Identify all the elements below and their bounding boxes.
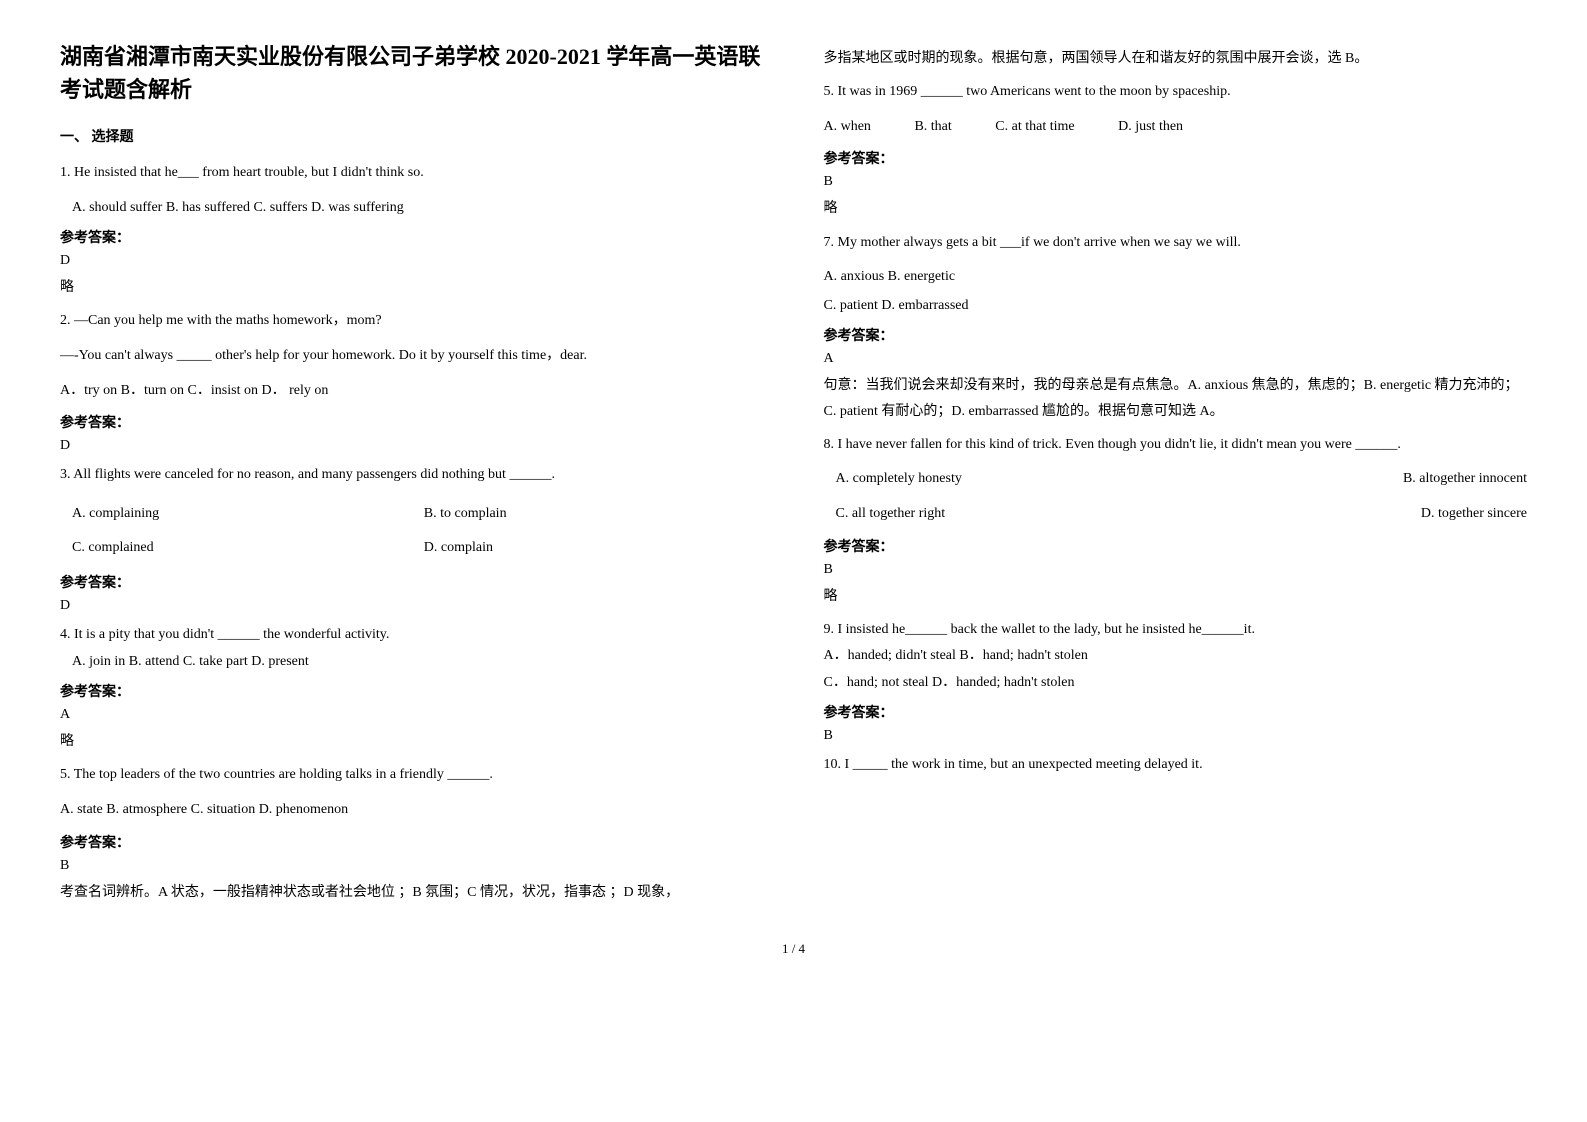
- q7-note: 句意：当我们说会来却没有来时，我的母亲总是有点焦急。A. anxious 焦急的…: [824, 373, 1528, 423]
- q7-answer: A: [824, 351, 1528, 367]
- q4-stem: 4. It is a pity that you didn't ______ t…: [60, 622, 764, 649]
- q9-answer: B: [824, 728, 1528, 744]
- q3-opt-c: C. complained: [72, 535, 412, 562]
- q9-stem: 9. I insisted he______ back the wallet t…: [824, 617, 1528, 644]
- q7-stem: 7. My mother always gets a bit ___if we …: [824, 230, 1528, 257]
- q3-options-row1: A. complaining B. to complain: [60, 497, 764, 532]
- q1-answer-label: 参考答案：: [60, 227, 764, 247]
- page-footer: 1 / 4: [60, 941, 1527, 957]
- q7-options-line1: A. anxious B. energetic: [824, 264, 1528, 291]
- q9-options-line2: C．hand; not steal D．handed; hadn't stole…: [824, 670, 1528, 697]
- q3-stem: 3. All flights were canceled for no reas…: [60, 462, 764, 489]
- q5-stem: 5. The top leaders of the two countries …: [60, 762, 764, 789]
- q5-answer-label: 参考答案：: [60, 832, 764, 852]
- right-column: 多指某地区或时期的现象。根据句意，两国领导人在和谐友好的氛围中展开会谈，选 B。…: [824, 40, 1528, 911]
- q8-stem: 8. I have never fallen for this kind of …: [824, 432, 1528, 459]
- q3-opt-b: B. to complain: [424, 501, 764, 528]
- q2-stem-line1: 2. —Can you help me with the maths homew…: [60, 308, 764, 335]
- exam-title: 湖南省湘潭市南天实业股份有限公司子弟学校 2020-2021 学年高一英语联考试…: [60, 40, 764, 106]
- q8-opt-d: D. together sincere: [1421, 501, 1527, 528]
- q8-note: 略: [824, 584, 1528, 609]
- q2-answer: D: [60, 438, 764, 454]
- q5-options: A. state B. atmosphere C. situation D. p…: [60, 797, 764, 824]
- q6-opt-d: D. just then: [1118, 114, 1183, 141]
- q8-opt-c: C. all together right: [836, 501, 946, 528]
- q5-note-line2: 多指某地区或时期的现象。根据句意，两国领导人在和谐友好的氛围中展开会谈，选 B。: [824, 46, 1528, 71]
- q4-answer-label: 参考答案：: [60, 681, 764, 701]
- q8-opt-a: A. completely honesty: [836, 466, 962, 493]
- q6-opt-a: A. when: [824, 114, 871, 141]
- q10-stem: 10. I _____ the work in time, but an une…: [824, 752, 1528, 779]
- q6-stem: 5. It was in 1969 ______ two Americans w…: [824, 79, 1528, 106]
- q3-answer-label: 参考答案：: [60, 572, 764, 592]
- q6-answer-label: 参考答案：: [824, 148, 1528, 168]
- q8-answer-label: 参考答案：: [824, 536, 1528, 556]
- q4-options: A. join in B. attend C. take part D. pre…: [72, 649, 764, 676]
- q5-note-line1: 考查名词辨析。A 状态，一般指精神状态或者社会地位 ；B 氛围；C 情况，状况，…: [60, 880, 764, 905]
- q2-options: A．try on B．turn on C．insist on D． rely o…: [60, 378, 764, 405]
- q6-opt-c: C. at that time: [995, 114, 1074, 141]
- q8-options-row1: A. completely honesty B. altogether inno…: [824, 466, 1528, 493]
- q9-answer-label: 参考答案：: [824, 702, 1528, 722]
- q6-note: 略: [824, 196, 1528, 221]
- q2-answer-label: 参考答案：: [60, 412, 764, 432]
- q1-options: A. should suffer B. has suffered C. suff…: [72, 195, 764, 222]
- q4-note: 略: [60, 729, 764, 754]
- section-1-head: 一、 选择题: [60, 126, 764, 146]
- q1-stem: 1. He insisted that he___ from heart tro…: [60, 160, 764, 187]
- q3-opt-d: D. complain: [424, 535, 764, 562]
- q3-opt-a: A. complaining: [72, 501, 412, 528]
- left-column: 湖南省湘潭市南天实业股份有限公司子弟学校 2020-2021 学年高一英语联考试…: [60, 40, 764, 911]
- q6-options: A. when B. that C. at that time D. just …: [824, 114, 1528, 141]
- q1-note: 略: [60, 275, 764, 300]
- q8-options-row2: C. all together right D. together sincer…: [824, 501, 1528, 528]
- q3-options-row2: C. complained D. complain: [60, 531, 764, 566]
- q1-answer: D: [60, 253, 764, 269]
- q8-opt-b: B. altogether innocent: [1403, 466, 1527, 493]
- q7-answer-label: 参考答案：: [824, 325, 1528, 345]
- q8-answer: B: [824, 562, 1528, 578]
- q7-options-line2: C. patient D. embarrassed: [824, 293, 1528, 320]
- q2-stem-line2: —-You can't always _____ other's help fo…: [60, 343, 764, 370]
- q9-options-line1: A．handed; didn't steal B．hand; hadn't st…: [824, 643, 1528, 670]
- q3-answer: D: [60, 598, 764, 614]
- q5-answer: B: [60, 858, 764, 874]
- q6-answer: B: [824, 174, 1528, 190]
- q4-answer: A: [60, 707, 764, 723]
- q6-opt-b: B. that: [914, 114, 951, 141]
